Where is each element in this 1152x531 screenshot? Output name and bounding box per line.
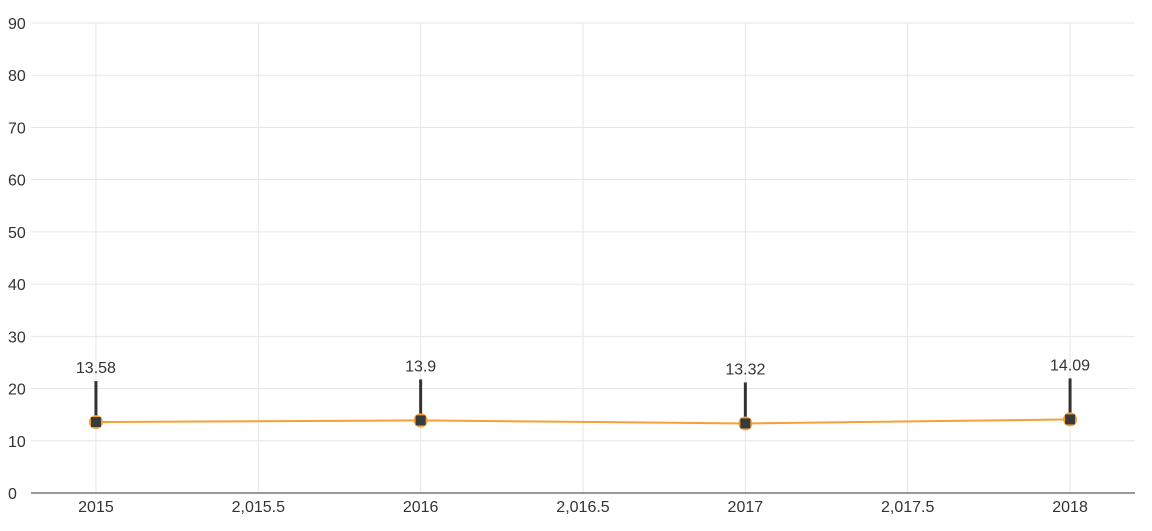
data-point-square xyxy=(1065,414,1076,425)
axes: 0 10 20 30 40 50 60 70 80 90 2015 2,015.5 2016 2,016.… xyxy=(8,16,1135,516)
data-label: 13.32 xyxy=(725,361,765,378)
x-tick-label: 2015 xyxy=(78,499,114,516)
y-tick-label: 70 xyxy=(8,120,26,137)
y-tick-label: 60 xyxy=(8,173,26,190)
series-layer xyxy=(88,378,1078,431)
data-point-square xyxy=(90,417,101,428)
data-label: 14.09 xyxy=(1050,357,1090,374)
x-tick-label: 2,015.5 xyxy=(232,499,285,516)
data-point-square xyxy=(740,418,751,429)
y-tick-label: 0 xyxy=(8,486,17,503)
y-tick-label: 40 xyxy=(8,277,26,294)
x-tick-label: 2018 xyxy=(1052,499,1088,516)
x-tick-label: 2,016.5 xyxy=(556,499,609,516)
data-point-square xyxy=(415,415,426,426)
x-tick-label: 2016 xyxy=(403,499,439,516)
data-label: 13.9 xyxy=(405,358,436,375)
x-tick-label: 2017 xyxy=(728,499,764,516)
y-tick-label: 90 xyxy=(8,16,26,33)
y-tick-label: 30 xyxy=(8,329,26,346)
data-label: 13.58 xyxy=(76,360,116,377)
y-tick-label: 50 xyxy=(8,225,26,242)
y-tick-label: 80 xyxy=(8,68,26,85)
y-tick-label: 10 xyxy=(8,434,26,451)
y-tick-label: 20 xyxy=(8,382,26,399)
x-tick-label: 2,017.5 xyxy=(881,499,934,516)
data-labels: 13.58 13.9 13.32 14.09 xyxy=(76,357,1090,378)
series-line xyxy=(95,418,1071,425)
